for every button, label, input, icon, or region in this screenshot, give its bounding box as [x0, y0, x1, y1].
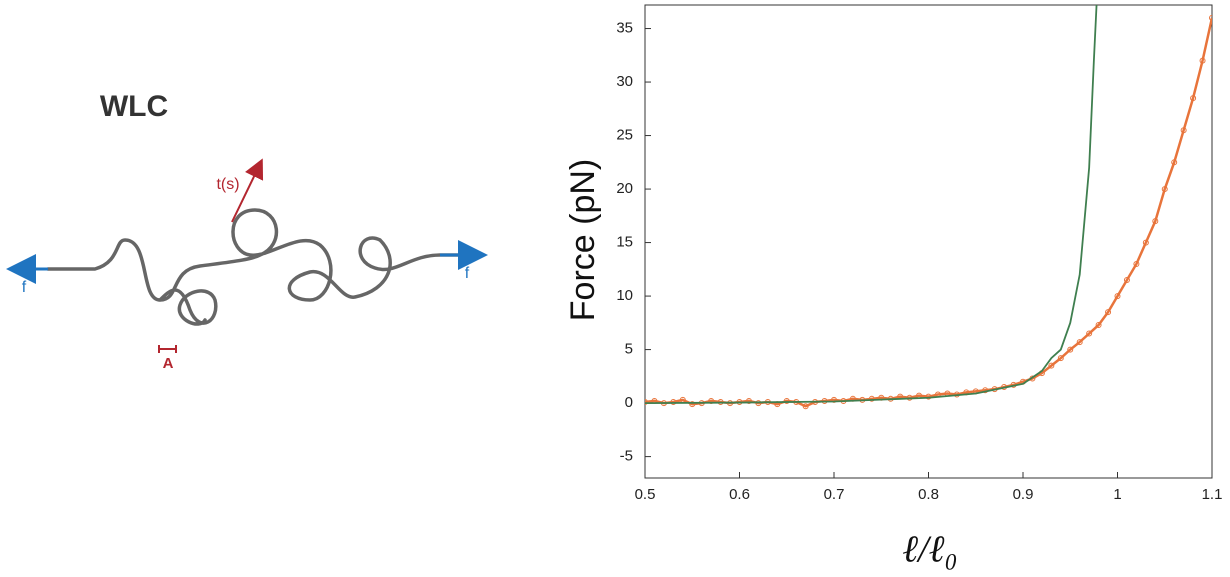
- x-tick-label: 0.6: [729, 486, 750, 503]
- data-point: [1095, 321, 1102, 328]
- wlc-diagram: WLC t(s) f f A: [5, 90, 488, 372]
- y-tick-label: 20: [616, 180, 633, 197]
- force-label: f: [22, 279, 27, 296]
- data-point: [1180, 127, 1187, 134]
- data-point: [1057, 355, 1064, 362]
- series-line: [645, 5, 1098, 404]
- data-point: [1086, 330, 1093, 337]
- x-tick-label: 1: [1113, 486, 1121, 503]
- force-label: f: [465, 265, 470, 282]
- data-point: [1076, 339, 1083, 346]
- y-tick-label: 0: [625, 394, 633, 411]
- y-tick-label: 10: [616, 287, 633, 304]
- data-point: [1190, 95, 1197, 102]
- data-point: [1067, 346, 1074, 353]
- data-point: [689, 401, 696, 408]
- y-tick-label: -5: [620, 448, 633, 465]
- x-tick-label: 0.8: [918, 486, 939, 503]
- x-tick-label: 0.5: [635, 486, 656, 503]
- x-tick-label: 0.7: [824, 486, 845, 503]
- series-line: [645, 17, 1212, 408]
- data-point: [1209, 14, 1212, 21]
- tangent-label: t(s): [216, 176, 239, 193]
- data-point: [645, 399, 648, 406]
- y-tick-label: 15: [616, 234, 633, 251]
- data-point: [745, 397, 752, 404]
- y-tick-label: 30: [616, 73, 633, 90]
- data-point: [1161, 186, 1168, 193]
- data-point: [802, 403, 809, 410]
- plot-area: [645, 5, 1212, 410]
- y-tick-label: 25: [616, 127, 633, 144]
- x-tick-label: 0.9: [1013, 486, 1034, 503]
- data-point: [1105, 309, 1112, 316]
- data-point: [1142, 239, 1149, 246]
- data-point: [783, 397, 790, 404]
- diagram-title: WLC: [100, 90, 168, 123]
- y-tick-label: 5: [625, 341, 633, 358]
- data-point: [1171, 159, 1178, 166]
- data-point: [1152, 218, 1159, 225]
- x-tick-label: 1.1: [1202, 486, 1223, 503]
- persistence-label: A: [163, 355, 174, 372]
- data-point: [1199, 57, 1206, 64]
- y-tick-label: 35: [616, 20, 633, 37]
- persistence-bar: [158, 345, 177, 353]
- data-point: [868, 395, 875, 402]
- data-point: [1133, 260, 1140, 267]
- tangent-arrow: [231, 158, 264, 223]
- polymer-chain: [46, 208, 462, 326]
- data-point: [1048, 362, 1055, 369]
- x-axis-label: ℓ/ℓ₀: [902, 529, 957, 571]
- data-point: [1114, 293, 1121, 300]
- plot-frame: [644, 4, 1213, 479]
- y-axis-label: Force (pN): [564, 159, 602, 321]
- data-point: [1123, 277, 1130, 284]
